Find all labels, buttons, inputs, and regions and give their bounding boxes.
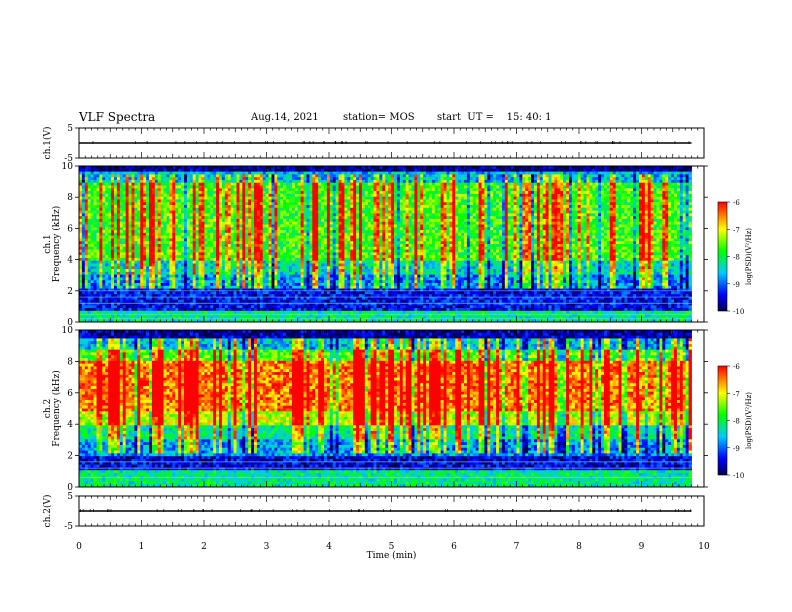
x-tick-label: 8 (576, 542, 582, 552)
panel-3: -6 -7 -8 -9 -10 log(PSD)(V²/Hz) ch.2 Frequency … (43, 326, 753, 493)
x-tick-label: 7 (514, 542, 520, 552)
x-tick-label: 9 (639, 542, 645, 552)
x-tick-label: 3 (264, 542, 270, 552)
x-tick-label: 0 (76, 542, 82, 552)
y-tick-label: 2 (67, 287, 73, 297)
figure-title: VLF Spectra (79, 110, 155, 124)
y-tick-label: 4 (67, 256, 73, 266)
colorbar-tick-label: -6 (733, 363, 740, 371)
panel-4: ch.2(V) 5 -5 (42, 492, 705, 532)
y-tick-label: 5 (67, 124, 73, 134)
colorbar-tick-label: -9 (733, 281, 740, 289)
y-tick-label: 8 (67, 357, 73, 367)
y-tick-label: 6 (67, 224, 73, 234)
ylabel-voltage: ch.1(V) (42, 127, 53, 160)
y-tick-label: 0 (67, 483, 73, 493)
y-tick-label: 5 (67, 492, 73, 502)
colorbar-tick-label: -9 (733, 445, 740, 453)
colorbar-tick-label: -10 (733, 472, 744, 480)
ylabel-channel: ch.1 (43, 234, 53, 253)
colorbar-ch1: -6 -7 -8 -9 -10 log(PSD)(V²/Hz) (717, 199, 753, 316)
y-tick-label: 10 (62, 326, 74, 336)
date-label: Aug.14, 2021 (251, 112, 319, 123)
colorbar-tick-label: -7 (733, 226, 740, 234)
station-label: station= MOS (343, 112, 415, 123)
x-axis: 0 1 2 3 4 5 6 7 8 9 10 Time (min) (76, 542, 710, 561)
colorbar-tick-label: -7 (733, 390, 740, 398)
ylabel-voltage: ch.2(V) (42, 495, 53, 528)
start-time-label: start UT = 15: 40: 1 (437, 112, 552, 123)
ylabel-frequency: Frequency (kHz) (51, 206, 62, 283)
y-tick-label: 0 (67, 318, 73, 328)
y-tick-label: 2 (67, 452, 73, 462)
spectrogram-ch2 (79, 330, 692, 488)
ylabel-channel: ch.2 (43, 399, 53, 418)
colorbar-tick-label: -6 (733, 199, 740, 207)
panel-2: -6 -7 -8 -9 -10 log(PSD)(V²/Hz) ch.1 Frequency … (43, 162, 753, 328)
colorbar-ch2: -6 -7 -8 -9 -10 log(PSD)(V²/Hz) (717, 363, 753, 480)
y-tick-label: -5 (64, 522, 73, 532)
y-tick-label: -5 (64, 154, 73, 164)
x-tick-label: 4 (326, 542, 332, 552)
colorbar-gradient (717, 201, 728, 312)
x-tick-label: 6 (451, 542, 457, 552)
colorbar-label: log(PSD)(V²/Hz) (745, 392, 753, 449)
x-tick-label: 1 (139, 542, 145, 552)
ylabel-frequency: Frequency (kHz) (51, 370, 62, 447)
colorbar-label: log(PSD)(V²/Hz) (745, 228, 753, 285)
y-tick-label: 10 (62, 162, 74, 172)
spectrogram-ch1 (79, 166, 692, 323)
y-tick-label: 8 (67, 193, 73, 203)
x-axis-label: Time (min) (367, 550, 417, 561)
x-tick-label: 10 (698, 542, 710, 552)
colorbar-tick-label: -8 (733, 254, 740, 262)
colorbar-gradient (717, 365, 728, 476)
y-tick-label: 6 (67, 389, 73, 399)
x-tick-label: 2 (201, 542, 207, 552)
x-tick-label: 5 (389, 542, 395, 552)
panel-1: ch.1(V) 5 -5 (42, 124, 705, 164)
y-tick-label: 4 (67, 420, 73, 430)
colorbar-tick-label: -8 (733, 418, 740, 426)
colorbar-tick-label: -10 (733, 308, 744, 316)
